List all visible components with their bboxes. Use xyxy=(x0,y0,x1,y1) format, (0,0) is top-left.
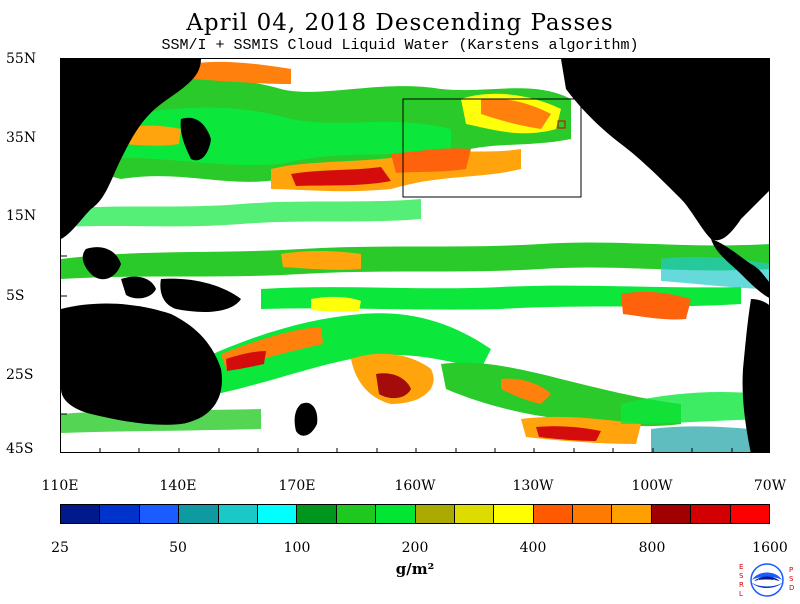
colorbar-swatch-11 xyxy=(494,505,534,523)
map-title: April 04, 2018 Descending Passes xyxy=(186,10,614,36)
cloud-liquid-water-map xyxy=(60,58,770,453)
lat-label-25s: 25S xyxy=(6,367,34,383)
logo-letter-r: R xyxy=(739,581,744,589)
colorbar-swatch-14 xyxy=(612,505,652,523)
colorbar-units: g/m² xyxy=(395,560,435,578)
logo-noaa-text: NOAA xyxy=(757,579,777,586)
colorbar-swatch-5 xyxy=(257,505,298,523)
colorbar-swatch-1 xyxy=(100,505,140,523)
lon-label-160w: 160W xyxy=(394,478,436,494)
noaa-esrl-psd-logo: E S R L P S D NOAA xyxy=(738,560,796,600)
colorbar-label-1600: 1600 xyxy=(752,540,788,556)
lon-label-70w: 70W xyxy=(753,478,787,494)
colorbar-swatch-6 xyxy=(297,505,337,523)
logo-letter-l: L xyxy=(739,590,743,598)
lat-label-55n: 55N xyxy=(6,51,37,67)
logo-letter-p: P xyxy=(789,566,793,574)
axis-ticks xyxy=(61,98,733,452)
colorbar-label-200: 200 xyxy=(401,540,429,556)
colorbar-swatch-4 xyxy=(218,505,258,523)
colorbar-swatch-13 xyxy=(573,505,613,523)
lon-label-100w: 100W xyxy=(631,478,673,494)
colorbar-label-400: 400 xyxy=(519,540,547,556)
logo-letter-s2: S xyxy=(789,575,794,583)
lon-label-170e: 170E xyxy=(278,478,316,494)
lat-label-5s: 5S xyxy=(6,288,25,304)
colorbar-swatch-17 xyxy=(730,505,770,523)
region-box xyxy=(402,98,582,198)
lon-label-110e: 110E xyxy=(41,478,79,494)
land-masses xyxy=(61,59,769,452)
colorbar-label-25: 25 xyxy=(51,540,69,556)
lat-label-45s: 45S xyxy=(6,441,34,457)
colorbar-swatch-16 xyxy=(691,505,731,523)
lat-label-15n: 15N xyxy=(6,208,37,224)
colorbar-swatch-9 xyxy=(415,505,455,523)
colorbar-label-100: 100 xyxy=(283,540,311,556)
colorbar xyxy=(60,504,770,524)
colorbar-swatch-0 xyxy=(61,505,101,523)
logo-letter-s: S xyxy=(739,572,744,580)
colorbar-swatch-12 xyxy=(533,505,574,523)
lat-label-35n: 35N xyxy=(6,130,37,146)
logo-letter-d: D xyxy=(789,584,794,592)
lon-label-140e: 140E xyxy=(159,478,197,494)
colorbar-swatch-7 xyxy=(336,505,377,523)
colorbar-swatch-8 xyxy=(376,505,416,523)
colorbar-label-800: 800 xyxy=(638,540,666,556)
colorbar-swatch-10 xyxy=(454,505,495,523)
colorbar-swatch-15 xyxy=(651,505,692,523)
map-subtitle: SSM/I + SSMIS Cloud Liquid Water (Karste… xyxy=(161,37,639,54)
colorbar-swatch-3 xyxy=(179,505,219,523)
colorbar-label-50: 50 xyxy=(169,540,187,556)
lon-label-130w: 130W xyxy=(512,478,554,494)
noaa-emblem-icon xyxy=(750,563,784,597)
logo-letter-e: E xyxy=(739,563,743,571)
small-red-box xyxy=(557,120,566,129)
colorbar-swatch-2 xyxy=(139,505,180,523)
